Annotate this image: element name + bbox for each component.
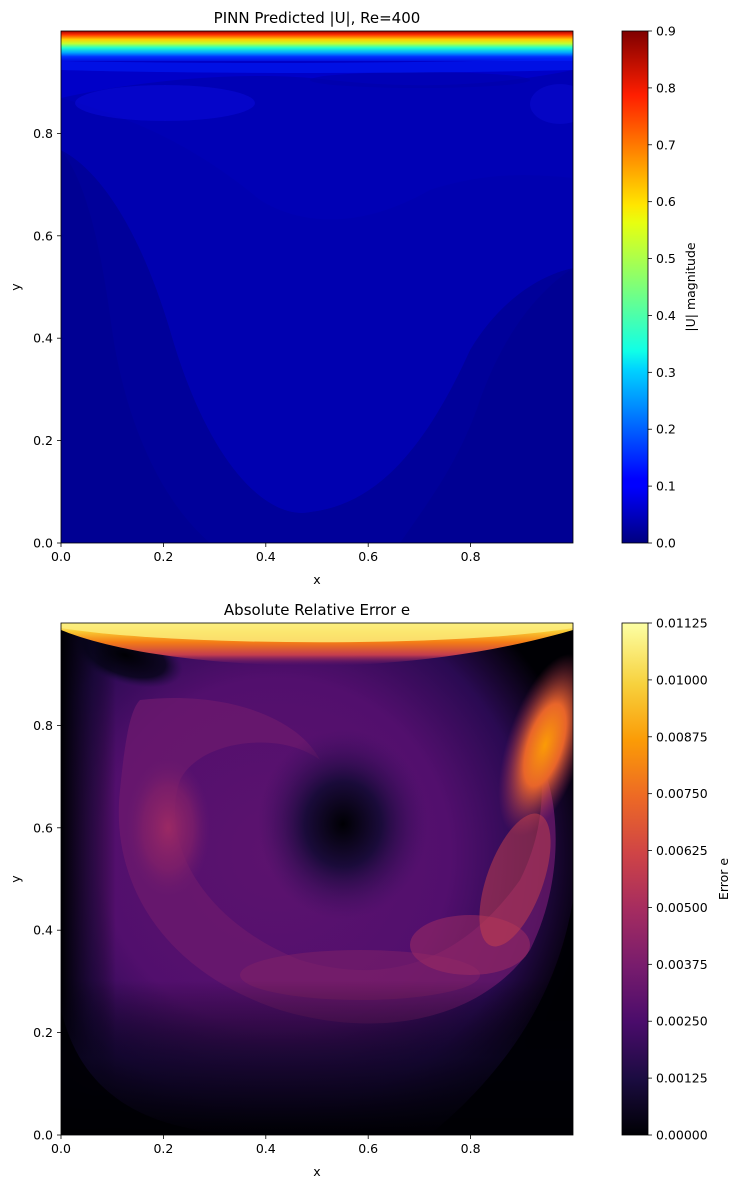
chart1-title: PINN Predicted |U|, Re=400 bbox=[214, 9, 421, 27]
colorbar-tick-label: 0.00750 bbox=[656, 786, 708, 801]
colorbar-tick-label: 0.01125 bbox=[656, 616, 708, 631]
chart2-colorbar-ticks: 0.00000 0.00125 0.00250 0.00375 0.00500 0.006… bbox=[648, 616, 708, 1143]
chart1-colorbar bbox=[621, 30, 649, 544]
y-tick-label: 0.6 bbox=[33, 820, 53, 835]
x-tick-label: 0.4 bbox=[256, 549, 276, 564]
y-tick-label: 0.6 bbox=[33, 228, 53, 243]
y-tick-label: 0.4 bbox=[33, 923, 53, 938]
y-tick-label: 0.8 bbox=[33, 126, 53, 141]
relative-error-chart: Absolute Relative Error e 0.0 0.2 bbox=[8, 601, 731, 1179]
chart2-x-ticks: 0.0 0.2 0.4 0.6 0.8 bbox=[51, 1135, 481, 1156]
colorbar-tick-label: 0.3 bbox=[656, 365, 676, 380]
colorbar-tick-label: 0.9 bbox=[656, 24, 676, 39]
chart2-ylabel: y bbox=[8, 875, 23, 883]
x-tick-label: 0.0 bbox=[51, 1141, 71, 1156]
chart2-y-ticks: 0.0 0.2 0.4 0.6 0.8 bbox=[33, 718, 61, 1143]
chart2-left-lobe bbox=[126, 758, 210, 898]
chart2-frame bbox=[60, 622, 574, 1136]
y-tick-label: 0.2 bbox=[33, 433, 53, 448]
chart2-right-lobe bbox=[498, 653, 573, 837]
y-tick-label: 0.0 bbox=[33, 536, 53, 551]
colorbar-tick-label: 0.0 bbox=[656, 536, 676, 551]
x-tick-label: 0.2 bbox=[153, 549, 173, 564]
x-tick-label: 0.0 bbox=[51, 549, 71, 564]
colorbar-tick-label: 0.2 bbox=[656, 422, 676, 437]
x-tick-label: 0.6 bbox=[358, 1141, 378, 1156]
x-tick-label: 0.6 bbox=[358, 549, 378, 564]
colorbar-tick-label: 0.5 bbox=[656, 251, 676, 266]
chart1-colorbar-label: |U| magnitude bbox=[683, 242, 698, 331]
x-tick-label: 0.2 bbox=[153, 1141, 173, 1156]
chart1-frame bbox=[60, 30, 574, 544]
chart1-ylabel: y bbox=[8, 283, 23, 291]
colorbar-tick-label: 0.00625 bbox=[656, 843, 708, 858]
colorbar-tick-label: 0.00500 bbox=[656, 900, 708, 915]
colorbar-tick-label: 0.1 bbox=[656, 479, 676, 494]
chart1-x-ticks: 0.0 0.2 0.4 0.6 0.8 bbox=[51, 543, 481, 564]
chart1-heatmap bbox=[61, 31, 573, 543]
colorbar-tick-label: 0.6 bbox=[656, 194, 676, 209]
colorbar-tick-label: 0.00875 bbox=[656, 729, 708, 744]
chart2-heatmap bbox=[61, 623, 573, 1135]
y-tick-label: 0.4 bbox=[33, 331, 53, 346]
colorbar-tick-label: 0.00375 bbox=[656, 957, 708, 972]
colorbar-tick-label: 0.01000 bbox=[656, 672, 708, 687]
x-tick-label: 0.4 bbox=[256, 1141, 276, 1156]
chart2-vortex bbox=[258, 729, 428, 919]
chart2-colorbar bbox=[621, 622, 649, 1136]
chart2-xlabel: x bbox=[313, 1164, 320, 1179]
chart1-colorbar-ticks: 0.0 0.1 0.2 0.3 0.4 0.5 0.6 0.7 0.8 0.9 bbox=[648, 24, 676, 551]
chart2-title: Absolute Relative Error e bbox=[224, 601, 410, 619]
colorbar-tick-label: 0.00000 bbox=[656, 1128, 708, 1143]
chart1-xlabel: x bbox=[313, 572, 320, 587]
colorbar-tick-label: 0.00250 bbox=[656, 1014, 708, 1029]
colorbar-tick-label: 0.7 bbox=[656, 137, 676, 152]
chart1-y-ticks: 0.0 0.2 0.4 0.6 0.8 bbox=[33, 126, 61, 551]
x-tick-label: 0.8 bbox=[461, 1141, 481, 1156]
chart2-colorbar-label: Error e bbox=[716, 858, 731, 900]
velocity-magnitude-chart: PINN Predicted |U|, Re=400 0.0 0.2 0.4 0.6 0… bbox=[8, 9, 698, 587]
x-tick-label: 0.8 bbox=[461, 549, 481, 564]
colorbar-tick-label: 0.8 bbox=[656, 80, 676, 95]
y-tick-label: 0.0 bbox=[33, 1128, 53, 1143]
chart1-lid-band bbox=[61, 31, 573, 61]
colorbar-tick-label: 0.00125 bbox=[656, 1071, 708, 1086]
chart1-low-region bbox=[61, 150, 573, 543]
colorbar-tick-label: 0.4 bbox=[656, 308, 676, 323]
y-tick-label: 0.2 bbox=[33, 1025, 53, 1040]
y-tick-label: 0.8 bbox=[33, 718, 53, 733]
